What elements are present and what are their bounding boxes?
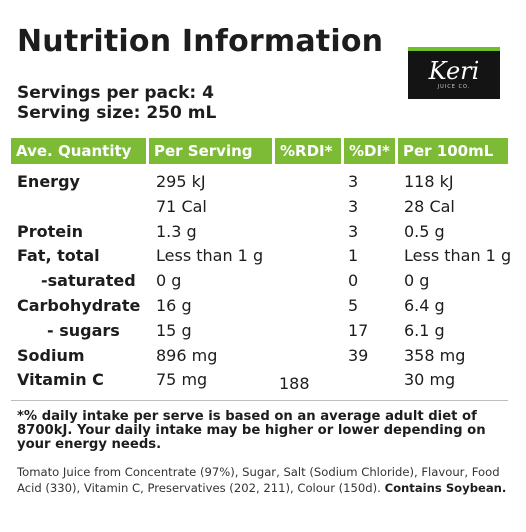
table-row-energy-kj: Energy 295 kJ 3 118 kJ xyxy=(11,170,508,195)
row-per-serving: 295 kJ xyxy=(156,172,206,191)
row-per-serving: 15 g xyxy=(156,320,192,340)
row-name xyxy=(11,195,149,220)
header-di: %DI* xyxy=(344,138,398,164)
brand-logo: Keri JUICE CO. xyxy=(408,47,500,99)
serving-info: Servings per pack: 4 Serving size: 250 m… xyxy=(17,83,216,123)
row-di: 39 xyxy=(348,345,369,365)
row-per-100ml: 118 kJ xyxy=(404,172,454,191)
row-name: Energy xyxy=(17,172,80,191)
ingredients-list: Tomato Juice from Concentrate (97%), Sug… xyxy=(17,464,512,496)
table-row-protein: Protein 1.3 g 3 0.5 g xyxy=(11,220,508,245)
row-di: 1 xyxy=(348,246,359,266)
row-rdi xyxy=(275,348,344,373)
row-di: 3 xyxy=(348,221,359,241)
table-row-vitamin-c: Vitamin C 75 mg 188 30 mg xyxy=(11,368,508,393)
table-body: Energy 295 kJ 3 118 kJ 71 Cal 3 28 Cal P… xyxy=(11,170,512,393)
row-per-serving: 896 mg xyxy=(156,345,218,365)
row-per-serving: Less than 1 g xyxy=(156,246,264,266)
row-rdi xyxy=(275,298,344,323)
row-di: 3 xyxy=(348,172,359,191)
row-per-serving: 75 mg xyxy=(156,370,208,390)
row-rdi xyxy=(275,224,344,249)
row-name: - sugars xyxy=(47,320,120,340)
table-row-energy-cal: 71 Cal 3 28 Cal xyxy=(11,195,508,220)
row-name: Carbohydrate xyxy=(17,295,141,315)
table-header: Ave. Quantity Per Serving %RDI* %DI* Per… xyxy=(11,138,508,164)
row-per-100ml: 0 g xyxy=(404,271,430,291)
table-row-sodium: Sodium 896 mg 39 358 mg xyxy=(11,344,508,369)
row-per-100ml: 6.1 g xyxy=(404,320,445,340)
ingredients-text: Tomato Juice from Concentrate (97%), Sug… xyxy=(17,465,500,495)
row-name: Protein xyxy=(17,221,83,241)
nutrition-table: Ave. Quantity Per Serving %RDI* %DI* Per… xyxy=(11,138,512,393)
row-per-100ml: 6.4 g xyxy=(404,295,445,315)
row-di: 17 xyxy=(348,320,369,340)
servings-per-pack: Servings per pack: 4 xyxy=(17,83,214,103)
row-per-100ml: Less than 1 g xyxy=(404,246,512,266)
row-di xyxy=(344,368,398,393)
row-name: Vitamin C xyxy=(17,370,104,390)
row-per-100ml: 28 Cal xyxy=(404,196,455,216)
row-di: 5 xyxy=(348,295,359,315)
table-row-fat-total: Fat, total Less than 1 g 1 Less than 1 g xyxy=(11,244,512,269)
row-per-100ml: 30 mg xyxy=(404,370,456,390)
header-per-serving: Per Serving xyxy=(149,138,275,164)
row-per-100ml: 358 mg xyxy=(404,345,466,365)
row-name: Fat, total xyxy=(17,246,100,266)
serving-size: Serving size: 250 mL xyxy=(17,103,217,123)
row-rdi xyxy=(275,174,344,199)
section-divider xyxy=(11,400,508,401)
row-rdi xyxy=(275,323,344,348)
row-name: Sodium xyxy=(17,345,85,365)
row-name: -saturated xyxy=(41,271,136,291)
table-row-saturated: -saturated 0 g 0 0 g xyxy=(11,269,508,294)
table-row-sugars: - sugars 15 g 17 6.1 g xyxy=(11,319,508,344)
row-di: 0 xyxy=(348,271,359,291)
page-title: Nutrition Information xyxy=(17,24,384,59)
row-per-serving: 71 Cal xyxy=(156,196,207,216)
row-di: 3 xyxy=(348,196,359,216)
table-row-carbohydrate: Carbohydrate 16 g 5 6.4 g xyxy=(11,294,508,319)
header-per-100ml: Per 100mL xyxy=(398,138,508,164)
allergen-statement: Contains Soybean. xyxy=(384,481,507,495)
row-per-100ml: 0.5 g xyxy=(404,221,445,241)
row-per-serving: 0 g xyxy=(156,271,182,291)
logo-brand-text: Keri xyxy=(428,57,480,85)
row-per-serving: 16 g xyxy=(156,295,192,315)
row-rdi: 188 xyxy=(279,374,310,394)
header-ave-quantity: Ave. Quantity xyxy=(11,138,149,164)
row-rdi xyxy=(275,248,344,273)
row-rdi xyxy=(275,273,344,298)
logo-subtitle: JUICE CO. xyxy=(437,84,471,90)
daily-intake-footnote: *% daily intake per serve is based on an… xyxy=(17,409,486,452)
header-rdi: %RDI* xyxy=(275,138,344,164)
row-rdi xyxy=(275,199,344,224)
row-per-serving: 1.3 g xyxy=(156,221,197,241)
